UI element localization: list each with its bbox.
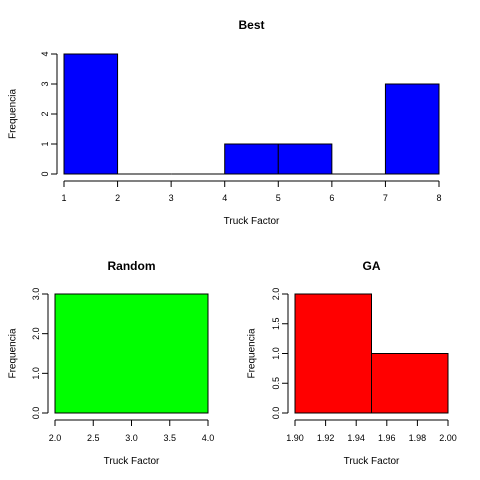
chart-title: Random — [108, 259, 156, 273]
x-tick-label: 5 — [276, 193, 281, 203]
histogram-bar — [384, 83, 440, 175]
y-tick-label: 0 — [40, 171, 50, 176]
y-tick-label: 4 — [40, 51, 50, 56]
x-tick-label: 7 — [383, 193, 388, 203]
x-tick-label: 6 — [329, 193, 334, 203]
x-tick-label: 2.0 — [49, 433, 62, 443]
x-tick-label: 1.92 — [317, 433, 335, 443]
x-tick-label: 4.0 — [202, 433, 215, 443]
x-tick-label: 1.96 — [378, 433, 396, 443]
y-tick-label: 0.0 — [271, 407, 281, 420]
histogram-bar — [294, 293, 372, 414]
y-tick-label: 1.5 — [271, 317, 281, 330]
x-tick-label: 4 — [222, 193, 227, 203]
x-tick-label: 3 — [169, 193, 174, 203]
x-tick-label: 3.5 — [163, 433, 176, 443]
y-tick-label: 2 — [40, 111, 50, 116]
x-axis-label: Truck Factor — [224, 216, 280, 227]
histogram-bar — [224, 143, 279, 175]
x-axis-label: Truck Factor — [104, 456, 160, 467]
x-tick-label: 1.90 — [286, 433, 304, 443]
chart-title: GA — [363, 259, 381, 273]
y-axis-label: Frequencia — [8, 328, 19, 378]
x-tick-label: 2 — [115, 193, 120, 203]
chart-title: Best — [238, 18, 264, 32]
histogram-bar — [54, 293, 209, 414]
histogram-bar — [371, 353, 449, 414]
x-tick-label: 1 — [61, 193, 66, 203]
y-tick-label: 0.0 — [31, 407, 41, 420]
y-tick-label: 3 — [40, 81, 50, 86]
y-axis-label: Frequencia — [247, 328, 258, 378]
y-tick-label: 0.5 — [271, 377, 281, 390]
y-tick-label: 1 — [40, 141, 50, 146]
y-tick-label: 2.0 — [31, 327, 41, 340]
x-tick-label: 1.98 — [409, 433, 427, 443]
histogram-bar — [63, 53, 119, 175]
y-tick-label: 3.0 — [31, 288, 41, 301]
x-tick-label: 8 — [436, 193, 441, 203]
x-tick-label: 2.00 — [439, 433, 457, 443]
x-tick-label: 1.94 — [347, 433, 365, 443]
y-tick-label: 1.0 — [271, 347, 281, 360]
x-tick-label: 3.0 — [125, 433, 138, 443]
y-axis-label: Frequencia — [8, 89, 19, 139]
y-tick-label: 1.0 — [31, 367, 41, 380]
x-tick-label: 2.5 — [87, 433, 100, 443]
histogram-bar — [277, 143, 333, 175]
y-tick-label: 2.0 — [271, 288, 281, 301]
x-axis-label: Truck Factor — [344, 456, 400, 467]
